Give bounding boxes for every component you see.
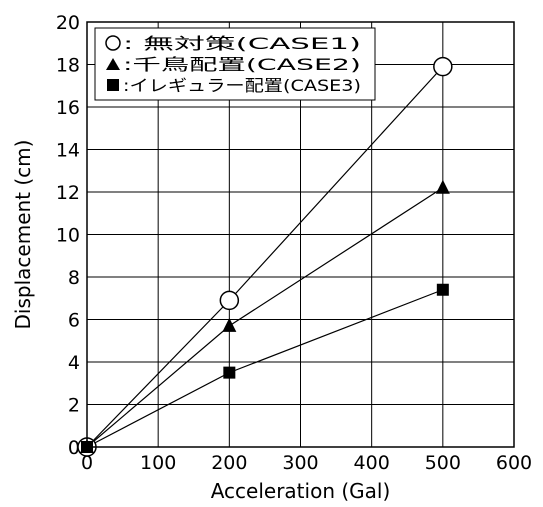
x-tick-label: 400 — [354, 452, 390, 474]
x-tick-label: 500 — [425, 452, 461, 474]
y-tick-label: 14 — [56, 140, 80, 162]
data-point-series-3 — [223, 367, 235, 379]
legend-label: :イレギュラー配置(CASE3) — [123, 76, 361, 95]
x-tick-label: 600 — [496, 452, 532, 474]
y-tick-label: 8 — [68, 267, 80, 289]
y-axis-label: Displacement (cm) — [11, 140, 35, 330]
data-point-series-3 — [437, 284, 449, 296]
y-tick-label: 10 — [56, 225, 80, 247]
legend-label: : 無対策(CASE1) — [123, 34, 361, 53]
y-tick-label: 4 — [68, 352, 80, 374]
y-tick-label: 6 — [68, 310, 80, 332]
series-line-1 — [87, 67, 443, 447]
x-tick-label: 300 — [282, 452, 318, 474]
data-point-series-1 — [434, 58, 452, 76]
series-line-2 — [87, 188, 443, 447]
y-tick-label: 12 — [56, 182, 80, 204]
legend-label: :千鳥配置(CASE2) — [123, 55, 361, 74]
x-axis-label: Acceleration (Gal) — [211, 479, 391, 503]
x-tick-label: 100 — [140, 452, 176, 474]
legend-marker — [107, 79, 119, 91]
data-point-series-2 — [436, 180, 450, 194]
legend-marker — [106, 36, 120, 50]
y-tick-label: 18 — [56, 55, 80, 77]
series-lines — [87, 67, 443, 447]
y-tick-label: 20 — [56, 12, 80, 34]
series-line-3 — [87, 290, 443, 447]
y-tick-label: 2 — [68, 395, 80, 417]
x-tick-label: 200 — [211, 452, 247, 474]
x-tick-labels: 0 100 200 300 400 500 600 — [81, 452, 532, 474]
legend: : 無対策(CASE1) :千鳥配置(CASE2) :イレギュラー配置(CASE3) — [95, 28, 375, 100]
data-point-series-1 — [220, 291, 238, 309]
y-tick-label: 16 — [56, 97, 80, 119]
